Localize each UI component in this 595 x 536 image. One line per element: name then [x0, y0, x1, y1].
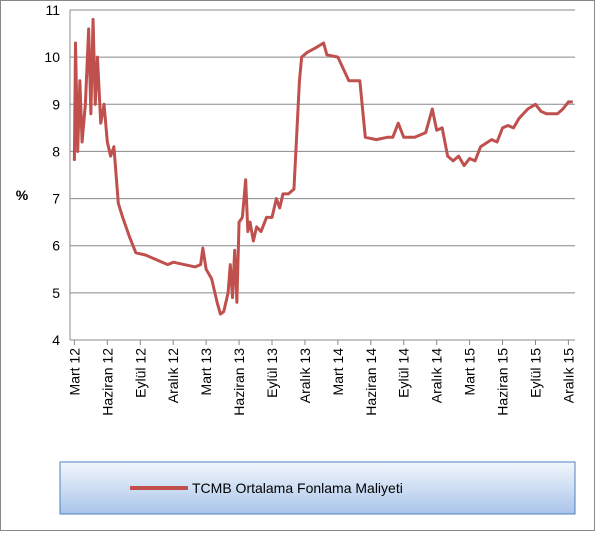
y-tick-label: 7 [52, 191, 60, 207]
y-tick-label: 4 [52, 332, 60, 348]
x-tick-label: Haziran 13 [231, 348, 247, 416]
x-tick-label: Mart 14 [330, 348, 346, 396]
y-tick-label: 10 [44, 49, 60, 65]
x-tick-label: Eylül 12 [132, 348, 148, 398]
x-tick-label: Haziran 12 [99, 348, 115, 416]
y-tick-label: 11 [45, 2, 60, 18]
y-tick-label: 8 [52, 143, 60, 159]
x-tick-label: Aralık 13 [297, 348, 313, 403]
x-tick-label: Eylül 13 [264, 348, 280, 398]
y-tick-label: 5 [52, 285, 60, 301]
x-tick-label: Mart 13 [198, 348, 214, 396]
x-tick-label: Eylül 14 [396, 348, 412, 398]
x-tick-label: Aralık 12 [165, 348, 181, 403]
y-axis-label: % [16, 187, 29, 203]
x-tick-label: Aralık 15 [560, 348, 576, 403]
x-tick-label: Aralık 14 [429, 348, 445, 403]
legend-label: TCMB Ortalama Fonlama Maliyeti [192, 480, 403, 496]
line [72, 17, 573, 316]
y-tick-label: 6 [52, 238, 60, 254]
x-tick-label: Eylül 15 [527, 348, 543, 398]
x-tick-label: Mart 15 [462, 348, 478, 396]
x-tick-label: Haziran 15 [495, 348, 511, 416]
x-tick-label: Haziran 14 [363, 348, 379, 416]
y-tick-label: 9 [52, 96, 60, 112]
x-tick-label: Mart 12 [66, 348, 82, 396]
